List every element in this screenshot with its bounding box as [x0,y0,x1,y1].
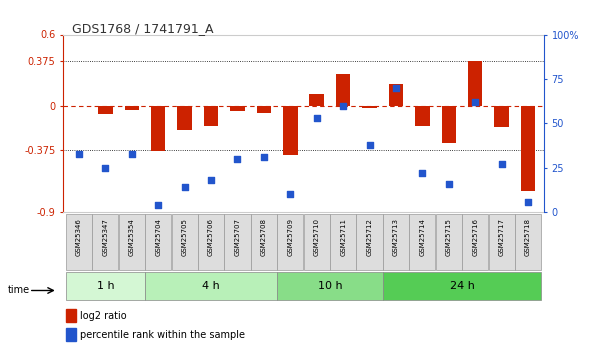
Text: time: time [8,286,30,295]
Bar [336,73,350,106]
FancyBboxPatch shape [93,215,118,270]
FancyBboxPatch shape [489,215,514,270]
Point [497,161,507,167]
FancyBboxPatch shape [356,215,383,270]
Text: GSM25718: GSM25718 [525,218,531,256]
Point [365,142,374,147]
Text: 10 h: 10 h [317,282,342,291]
Text: GSM25712: GSM25712 [367,218,373,256]
Text: GDS1768 / 1741791_A: GDS1768 / 1741791_A [72,22,213,36]
Bar [98,106,112,114]
FancyBboxPatch shape [462,215,488,270]
Bar [468,61,483,106]
Point [127,151,136,156]
Bar [521,106,535,191]
FancyBboxPatch shape [198,215,224,270]
Text: GSM25708: GSM25708 [261,218,267,256]
FancyBboxPatch shape [409,215,436,270]
FancyBboxPatch shape [145,215,171,270]
Text: GSM25710: GSM25710 [314,218,320,256]
FancyBboxPatch shape [145,273,277,300]
Text: GSM25717: GSM25717 [499,218,505,256]
FancyBboxPatch shape [119,215,145,270]
FancyBboxPatch shape [171,215,198,270]
Point [523,199,533,204]
Point [259,154,269,160]
Point [74,151,84,156]
FancyBboxPatch shape [436,215,462,270]
Bar [124,106,139,110]
Bar [151,106,165,150]
Point [312,115,322,121]
FancyBboxPatch shape [330,215,356,270]
FancyBboxPatch shape [251,215,277,270]
Text: GSM25707: GSM25707 [234,218,240,256]
FancyBboxPatch shape [224,215,251,270]
Point [206,177,216,183]
Bar [415,106,430,126]
FancyBboxPatch shape [515,215,541,270]
Bar [257,106,271,113]
Text: GSM25704: GSM25704 [155,218,161,256]
FancyBboxPatch shape [383,273,541,300]
Text: 24 h: 24 h [450,282,474,291]
Point [338,103,348,108]
Bar [310,94,324,106]
Point [100,165,110,170]
Text: GSM25347: GSM25347 [102,218,108,256]
Bar [389,84,403,106]
Point [444,181,454,187]
Bar [442,106,456,144]
FancyBboxPatch shape [277,215,304,270]
FancyBboxPatch shape [304,215,330,270]
Point [418,170,427,176]
Point [180,185,189,190]
Bar [283,106,297,155]
Bar [230,106,245,111]
Text: GSM25354: GSM25354 [129,218,135,256]
Text: GSM25715: GSM25715 [446,218,452,256]
Bar [177,106,192,130]
Point [153,202,163,208]
Bar [362,106,377,108]
Bar [204,106,218,126]
Bar [66,328,76,341]
Point [285,192,295,197]
Text: GSM25709: GSM25709 [287,218,293,256]
Point [391,85,401,91]
Point [471,99,480,105]
Text: GSM25706: GSM25706 [208,218,214,256]
Text: log2 ratio: log2 ratio [81,310,127,321]
Bar [495,106,509,127]
Text: GSM25714: GSM25714 [419,218,426,256]
FancyBboxPatch shape [383,215,409,270]
Text: GSM25705: GSM25705 [182,218,188,256]
FancyBboxPatch shape [277,273,383,300]
Text: GSM25713: GSM25713 [393,218,399,256]
Text: 4 h: 4 h [202,282,220,291]
FancyBboxPatch shape [66,215,92,270]
Text: 1 h: 1 h [97,282,114,291]
Text: GSM25346: GSM25346 [76,218,82,256]
Bar [66,309,76,322]
Text: GSM25716: GSM25716 [472,218,478,256]
Text: GSM25711: GSM25711 [340,218,346,256]
Text: percentile rank within the sample: percentile rank within the sample [81,330,245,340]
Point [233,156,242,161]
FancyBboxPatch shape [66,273,145,300]
